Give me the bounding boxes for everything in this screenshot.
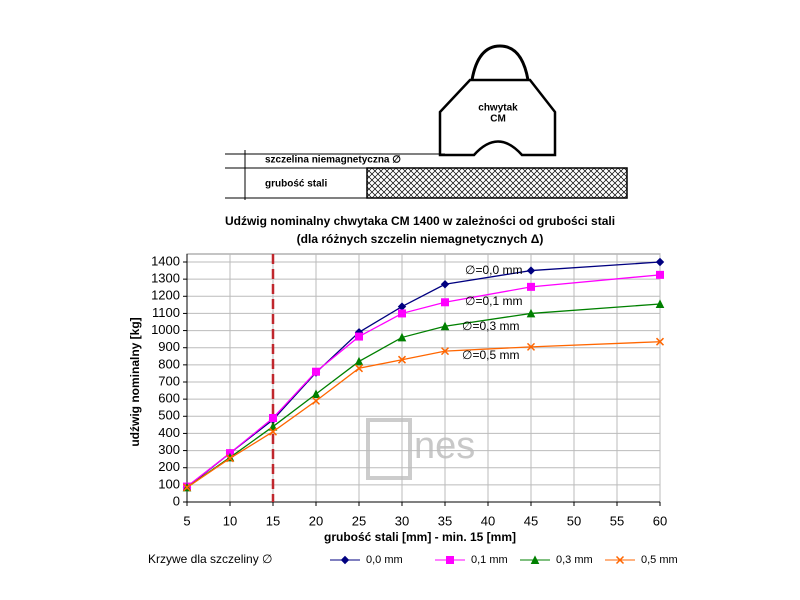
legend-label: 0,0 mm	[366, 554, 403, 566]
chart-subtitle: (dla różnych szczelin niemagnetycznych Δ…	[297, 232, 544, 246]
y-tick-label: 1100	[152, 305, 180, 320]
marker	[446, 556, 454, 564]
y-tick-label: 600	[158, 391, 180, 406]
x-tick-label: 10	[223, 513, 237, 528]
x-tick-label: 15	[266, 513, 280, 528]
gripper-label: CM	[490, 114, 506, 125]
legend-label: 0,5 mm	[641, 554, 678, 566]
diagram: chwytak CM szczelina niemagnetyczna ∅ gr…	[225, 44, 628, 200]
annotation: ∅=0,5 mm	[462, 348, 519, 362]
x-axis-label: grubość stali [mm] - min. 15 [mm]	[324, 530, 516, 544]
gripper-body	[438, 78, 557, 157]
marker	[355, 332, 363, 341]
marker	[397, 355, 407, 364]
marker	[527, 282, 535, 291]
gripper-label: chwytak	[478, 103, 518, 114]
y-tick-label: 200	[158, 459, 180, 474]
marker	[311, 396, 321, 405]
y-tick-label: 400	[158, 425, 180, 440]
steel-plate	[366, 167, 628, 199]
marker	[398, 309, 406, 318]
marker	[440, 347, 450, 356]
marker	[440, 321, 450, 331]
marker	[526, 342, 536, 351]
marker	[655, 299, 665, 308]
marker	[526, 308, 536, 318]
y-tick-label: 1200	[151, 288, 180, 303]
watermark-logo	[366, 418, 412, 480]
annotation: ∅=0,1 mm	[465, 294, 522, 308]
marker	[440, 280, 450, 289]
x-tick-label: 20	[309, 513, 323, 528]
marker	[312, 367, 320, 376]
x-tick-label: 45	[524, 513, 538, 528]
legend-title: Krzywe dla szczeliny ∅	[148, 552, 273, 566]
y-tick-label: 700	[158, 373, 180, 388]
y-tick-label: 0	[173, 493, 180, 508]
y-tick-label: 300	[158, 442, 180, 457]
marker	[182, 483, 192, 492]
marker	[615, 555, 625, 565]
marker	[530, 555, 540, 564]
y-tick-label: 1000	[151, 322, 180, 337]
marker	[268, 427, 278, 436]
y-tick-label: 1400	[151, 253, 180, 268]
marker	[526, 266, 536, 275]
x-tick-label: 30	[395, 513, 409, 528]
y-tick-label: 800	[158, 356, 180, 371]
marker	[340, 555, 350, 565]
marker	[656, 270, 664, 279]
y-tick-label: 100	[158, 476, 180, 491]
y-tick-label: 1300	[151, 271, 180, 286]
legend-label: 0,3 mm	[556, 554, 593, 566]
gripper-handle	[470, 44, 530, 81]
marker	[225, 454, 235, 463]
gap-label: szczelina niemagnetyczna ∅	[265, 155, 401, 166]
annotation: ∅=0,0 mm	[465, 263, 522, 277]
y-tick-label: 500	[158, 408, 180, 423]
thickness-label: grubość stali	[265, 179, 327, 190]
marker	[655, 337, 665, 346]
x-tick-label: 25	[352, 513, 366, 528]
marker	[268, 421, 278, 431]
chart-title: Udźwig nominalny chwytaka CM 1400 w zale…	[225, 214, 615, 228]
annotation: ∅=0,3 mm	[462, 319, 519, 333]
y-tick-label: 900	[158, 339, 180, 354]
x-tick-label: 50	[567, 513, 581, 528]
marker	[354, 356, 364, 366]
y-axis-label: udźwig nominalny [kg]	[128, 317, 142, 446]
x-tick-label: 60	[653, 513, 667, 528]
x-tick-label: 5	[183, 513, 190, 528]
x-tick-label: 55	[610, 513, 624, 528]
legend-label: 0,1 mm	[471, 554, 508, 566]
marker	[655, 257, 665, 267]
x-tick-label: 40	[481, 513, 495, 528]
marker	[397, 332, 407, 342]
marker	[311, 389, 321, 398]
marker	[354, 364, 364, 373]
x-tick-label: 35	[438, 513, 452, 528]
marker	[441, 298, 449, 307]
marker	[269, 414, 277, 422]
